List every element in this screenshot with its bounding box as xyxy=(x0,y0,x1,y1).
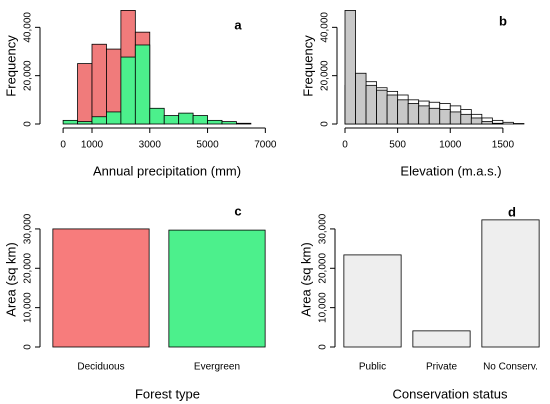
x-tick-label: Evergreen xyxy=(194,362,240,373)
bar xyxy=(343,254,402,348)
x-tick-label: No Conserv. xyxy=(483,362,538,373)
x-tick-label: Public xyxy=(359,362,386,373)
histogram-bar xyxy=(355,72,367,125)
y-tick-label: 0 xyxy=(23,344,34,350)
x-tick-label: Deciduous xyxy=(77,362,124,373)
x-axis-title: Conservation status xyxy=(393,386,508,401)
y-tick-label: 20,000 xyxy=(318,253,329,284)
histogram-bar xyxy=(460,113,472,125)
histogram-bar xyxy=(481,121,493,125)
x-tick-label: 1000 xyxy=(81,140,104,151)
x-tick-label: 0 xyxy=(60,140,66,151)
x-tick-label: 1500 xyxy=(492,140,515,151)
y-axis-title: Area (sq km) xyxy=(298,242,313,316)
x-axis-title: Elevation (m.a.s.) xyxy=(400,163,501,178)
x-tick-label: 3000 xyxy=(139,140,162,151)
histogram-bar xyxy=(344,10,356,125)
histogram-bar xyxy=(502,121,514,125)
histogram-bar xyxy=(386,94,399,125)
histogram-bar xyxy=(91,116,107,125)
histogram-bar xyxy=(163,115,180,125)
y-tick-label: 0 xyxy=(23,121,34,127)
histogram-bar xyxy=(236,122,252,125)
y-axis-title: Frequency xyxy=(300,35,315,97)
x-tick-label: 0 xyxy=(342,140,348,151)
histogram-bar xyxy=(77,121,93,125)
histogram-bar xyxy=(91,43,107,125)
y-tick-label: 20,000 xyxy=(23,60,34,91)
bar xyxy=(412,330,471,348)
y-axis-title: Frequency xyxy=(3,35,18,97)
histogram-bar xyxy=(428,107,441,125)
x-axis-title: Forest type xyxy=(135,386,200,401)
histogram-bar xyxy=(192,115,208,125)
x-tick-label: 7000 xyxy=(254,140,277,151)
bar xyxy=(481,219,540,348)
histogram-bar xyxy=(149,107,165,125)
histogram-bar xyxy=(106,111,122,125)
y-tick-label: 0 xyxy=(318,344,329,350)
y-axis-title: Area (sq km) xyxy=(3,242,18,316)
y-tick-label: 10,000 xyxy=(318,292,329,323)
panel-label: d xyxy=(508,204,516,219)
y-tick-label: 20,000 xyxy=(23,253,34,284)
panel-label: a xyxy=(234,17,242,32)
y-tick-label: 30,000 xyxy=(318,213,329,244)
histogram-bar xyxy=(397,99,409,125)
x-tick-label: 5000 xyxy=(196,140,219,151)
panel-label: b xyxy=(499,13,507,28)
bar xyxy=(52,228,150,348)
histogram-bar xyxy=(418,105,430,125)
histogram-bar xyxy=(207,119,223,125)
histogram-bar xyxy=(62,119,78,125)
panel-label: c xyxy=(234,203,241,218)
histogram-bar xyxy=(491,122,504,125)
y-tick-label: 0 xyxy=(320,121,331,127)
histogram-bar xyxy=(407,103,420,125)
histogram-bar xyxy=(365,84,377,125)
histogram-bar xyxy=(221,121,237,125)
x-tick-label: Private xyxy=(426,362,458,373)
histogram-bar xyxy=(178,112,194,125)
histogram-bar xyxy=(449,111,462,125)
histogram-bar xyxy=(439,109,451,125)
histogram-bar xyxy=(376,89,388,125)
histogram-bar xyxy=(134,44,151,125)
x-tick-label: 500 xyxy=(389,140,406,151)
x-axis-title: Annual precipitation (mm) xyxy=(93,163,241,178)
histogram-bar xyxy=(77,63,93,125)
y-tick-label: 10,000 xyxy=(23,292,34,323)
bar xyxy=(168,229,266,348)
histogram-bar xyxy=(120,56,136,125)
x-tick-label: 1000 xyxy=(439,140,462,151)
histogram-bar xyxy=(470,117,483,125)
y-tick-label: 40,000 xyxy=(23,12,34,43)
y-tick-label: 20,000 xyxy=(320,60,331,91)
y-tick-label: 30,000 xyxy=(23,213,34,244)
y-tick-label: 40,000 xyxy=(320,12,331,43)
